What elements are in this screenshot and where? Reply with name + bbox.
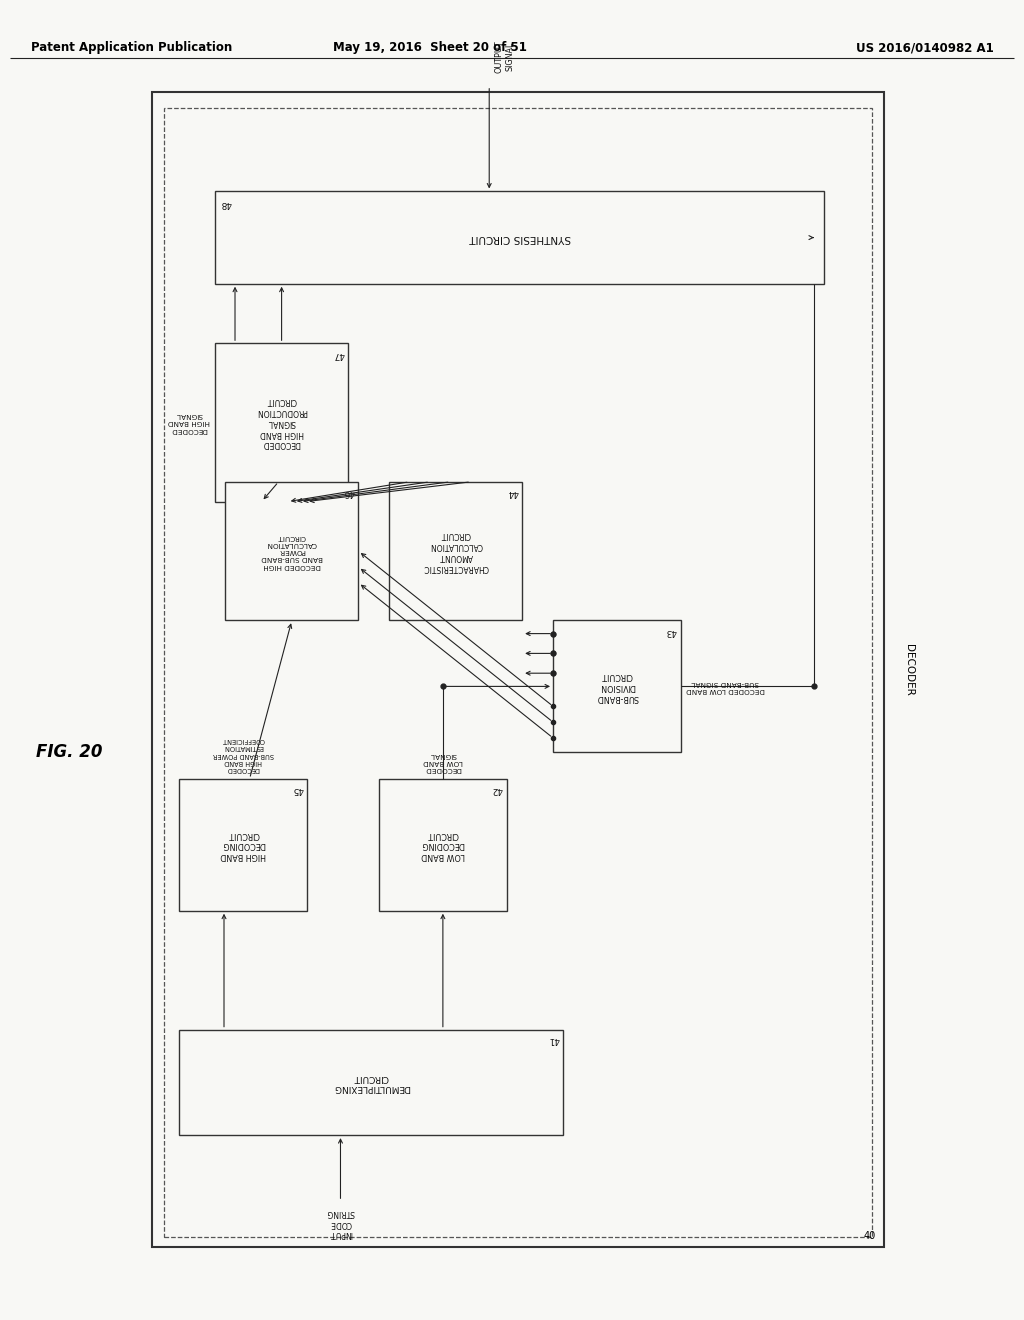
Bar	[553, 620, 681, 752]
Text: 43: 43	[666, 627, 677, 636]
Text: 48: 48	[220, 199, 231, 209]
Bar	[179, 779, 307, 911]
Text: LOW BAND
DECODING
CIRCUIT: LOW BAND DECODING CIRCUIT	[421, 829, 465, 861]
Text: DECODED HIGH
BAND SUB-BAND
POWER
CALCULATION
CIRCUIT: DECODED HIGH BAND SUB-BAND POWER CALCULA…	[261, 533, 323, 569]
Text: 46: 46	[343, 488, 354, 498]
Text: OUTPUT
SIGNAL: OUTPUT SIGNAL	[495, 40, 514, 73]
Bar	[215, 191, 824, 284]
Bar	[379, 779, 507, 911]
Text: FIG. 20: FIG. 20	[37, 743, 102, 762]
Bar	[215, 343, 348, 502]
Text: 41: 41	[548, 1035, 559, 1044]
Text: DECODED LOW BAND
SUB-BAND SIGNAL: DECODED LOW BAND SUB-BAND SIGNAL	[686, 680, 765, 693]
Bar	[164, 108, 872, 1237]
Text: 44: 44	[507, 488, 518, 498]
Text: 47: 47	[333, 350, 344, 359]
Text: INPUT
CODE
STRING: INPUT CODE STRING	[327, 1208, 354, 1238]
Bar	[179, 1030, 563, 1135]
Text: DECODED
HIGH BAND
SIGNAL: DECODED HIGH BAND SIGNAL	[168, 412, 210, 433]
Text: CHARACTERISTIC
AMOUNT
CALCULATION
CIRCUIT: CHARACTERISTIC AMOUNT CALCULATION CIRCUI…	[423, 531, 488, 572]
Text: DEMULTIPLEXING
CIRCUIT: DEMULTIPLEXING CIRCUIT	[333, 1073, 410, 1092]
Text: SUB-BAND
DIVISION
CIRCUIT: SUB-BAND DIVISION CIRCUIT	[596, 671, 638, 702]
Text: 45: 45	[292, 785, 303, 795]
Text: 42: 42	[492, 785, 503, 795]
Bar	[225, 482, 358, 620]
Bar	[152, 92, 884, 1247]
Text: US 2016/0140982 A1: US 2016/0140982 A1	[855, 41, 993, 54]
Text: DECODED
HIGH BAND
SIGNAL
PRODUCTION
CIRCUIT: DECODED HIGH BAND SIGNAL PRODUCTION CIRC…	[256, 396, 307, 449]
Text: Patent Application Publication: Patent Application Publication	[31, 41, 232, 54]
Text: May 19, 2016  Sheet 20 of 51: May 19, 2016 Sheet 20 of 51	[333, 41, 527, 54]
Text: DECODER: DECODER	[904, 644, 914, 696]
Text: DECODED
LOW BAND
SIGNAL: DECODED LOW BAND SIGNAL	[423, 751, 463, 772]
Bar	[389, 482, 522, 620]
Text: HIGH BAND
DECODING
CIRCUIT: HIGH BAND DECODING CIRCUIT	[220, 829, 266, 861]
Text: SYNTHESIS CIRCUIT: SYNTHESIS CIRCUIT	[469, 232, 570, 243]
Text: DECODED
HIGH BAND
SUB-BAND POWER
ESTIMATION
COEFFICIENT: DECODED HIGH BAND SUB-BAND POWER ESTIMAT…	[213, 737, 273, 772]
Text: 40: 40	[863, 1230, 876, 1241]
